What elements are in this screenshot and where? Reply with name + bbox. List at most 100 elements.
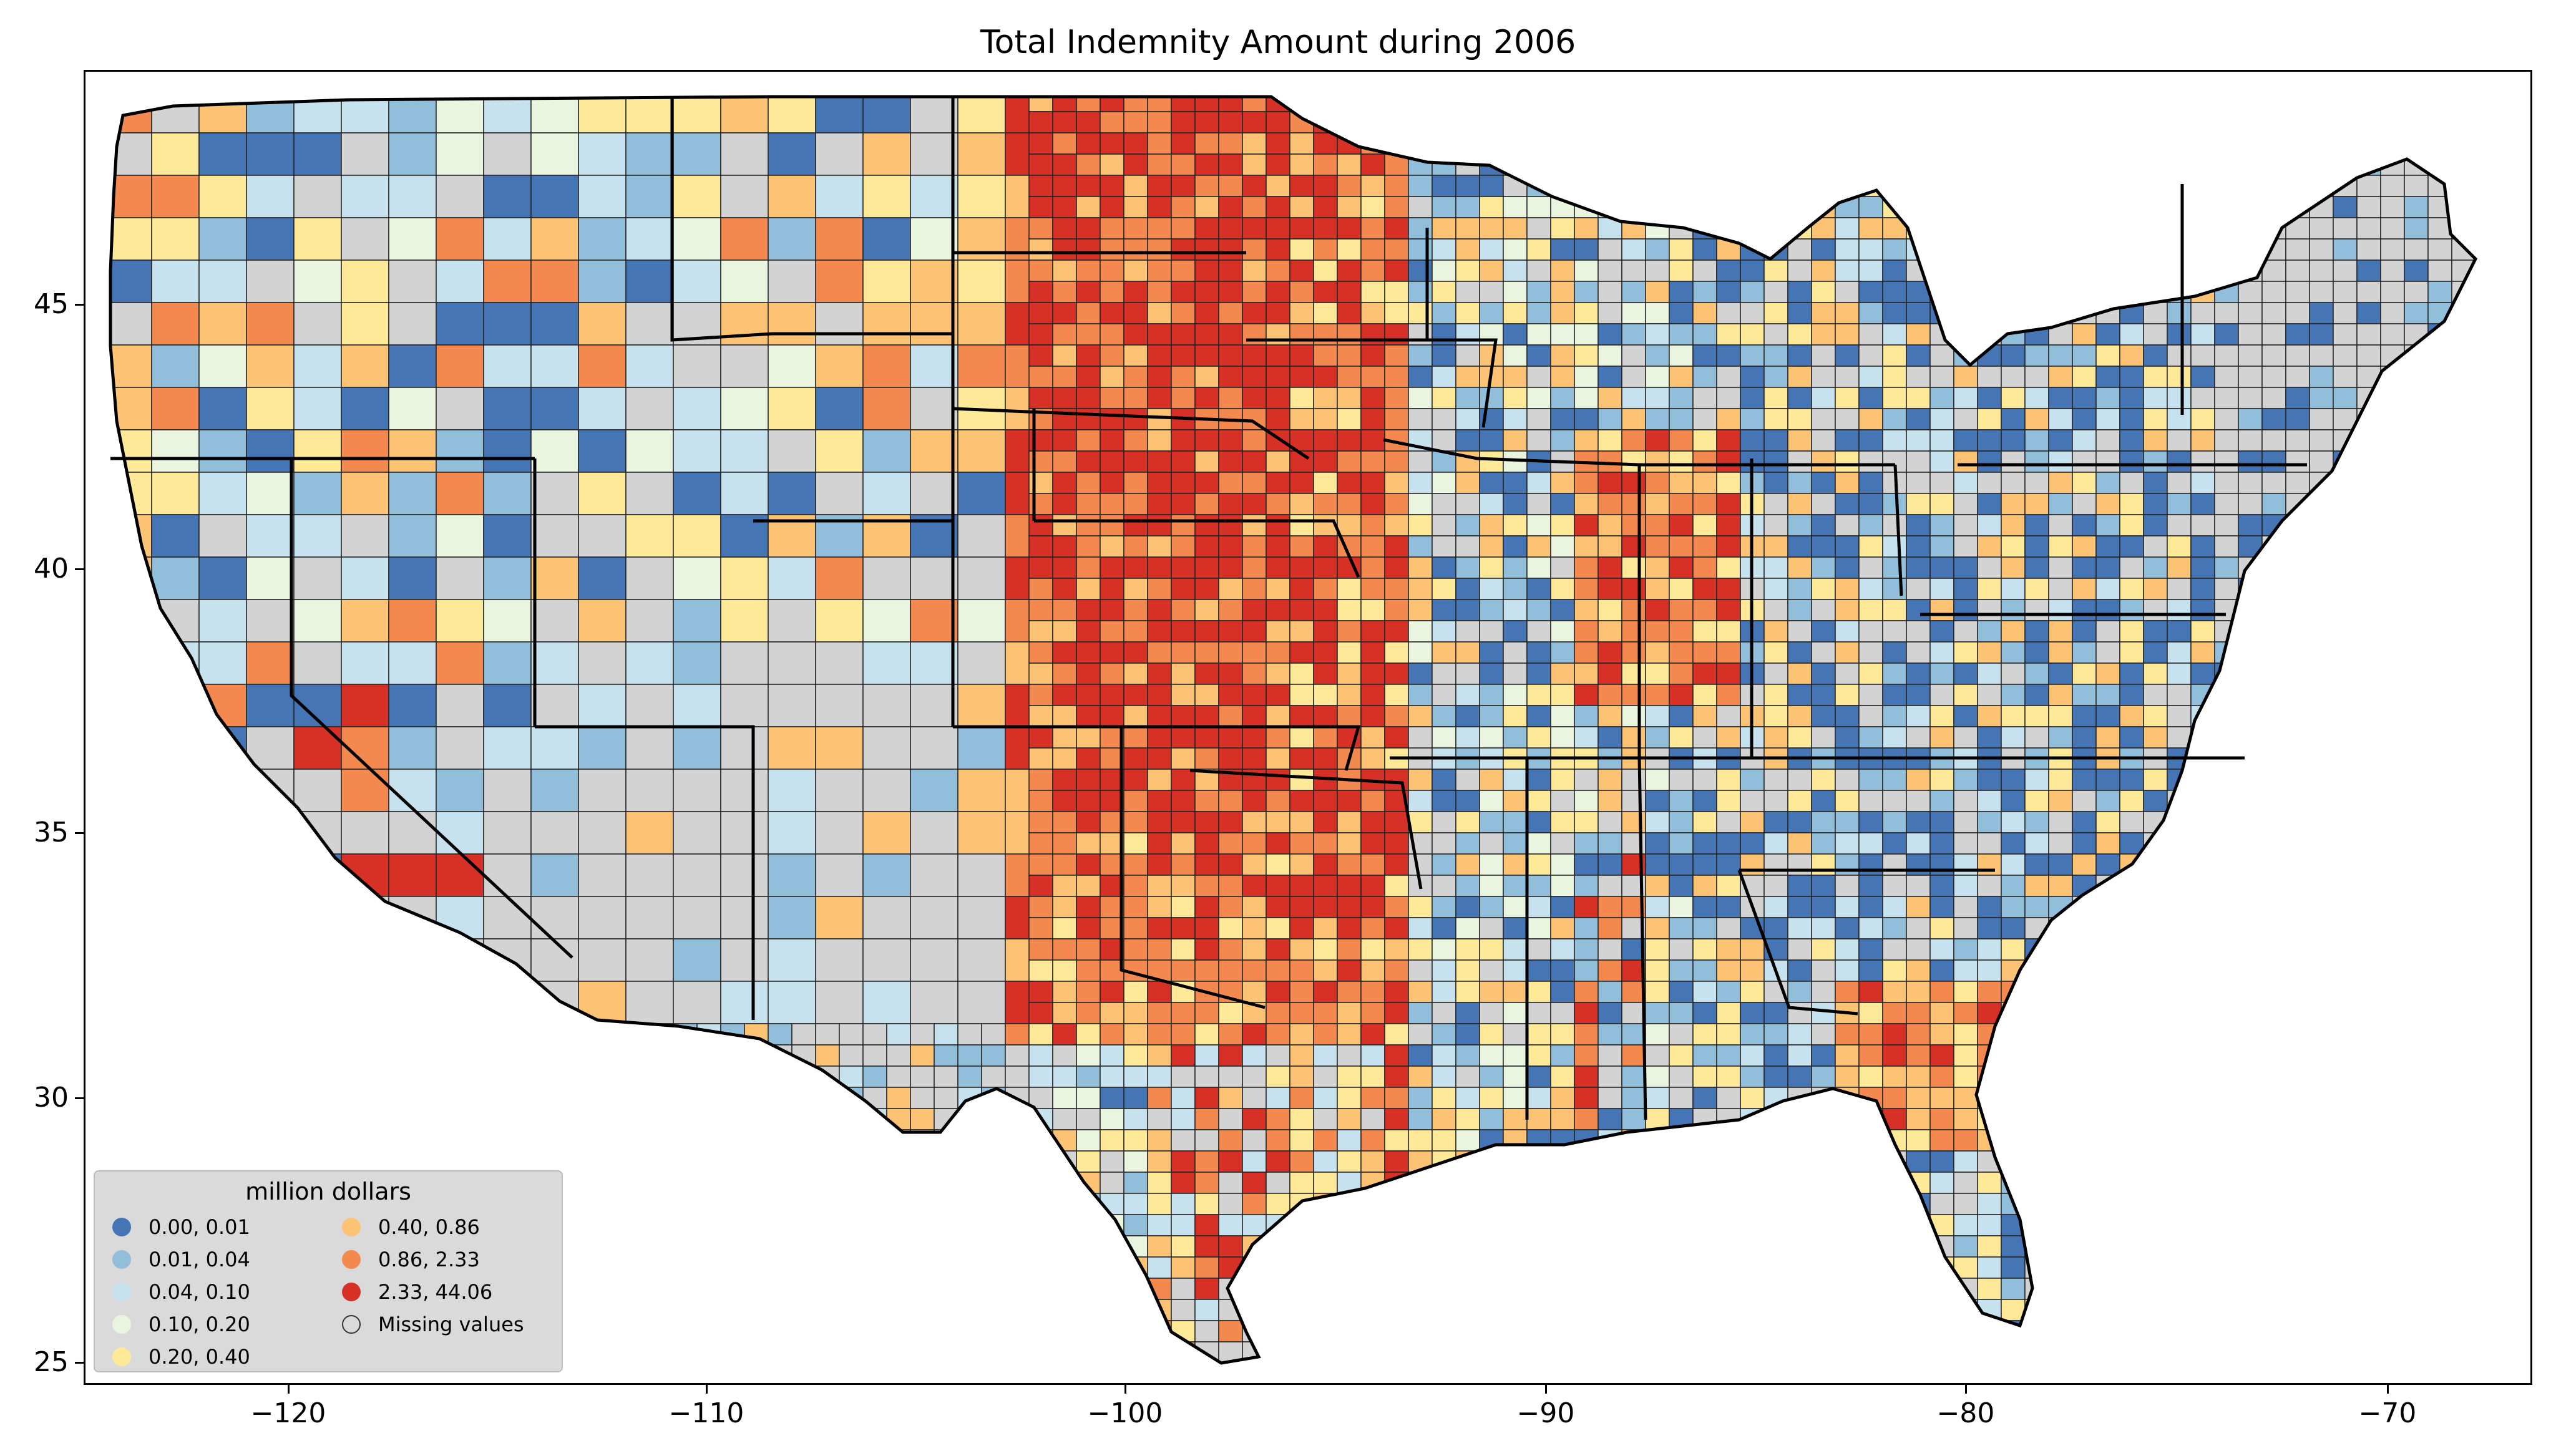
county-cell <box>2238 1320 2263 1342</box>
county-cell <box>625 1129 650 1152</box>
county-cell <box>1100 684 1124 706</box>
county-cell <box>1835 97 1860 112</box>
county-cell <box>1526 1002 1551 1024</box>
county-cell <box>2190 1044 2215 1067</box>
county-cell <box>2380 705 2405 727</box>
county-cell <box>1906 111 1931 133</box>
county-cell <box>2048 1002 2073 1024</box>
county-cell <box>1289 1087 1314 1109</box>
county-cell <box>483 260 532 303</box>
county-cell <box>1882 344 1907 367</box>
county-cell <box>815 1299 840 1321</box>
county-cell <box>1645 705 1670 727</box>
county-cell <box>1432 1087 1456 1109</box>
county-cell <box>2451 429 2476 452</box>
county-cell <box>459 1129 484 1152</box>
county-cell <box>1242 97 1267 112</box>
county-cell <box>957 981 1006 1024</box>
county-cell <box>1740 811 1765 833</box>
county-cell <box>1858 387 1883 409</box>
county-cell <box>1052 769 1077 791</box>
county-cell <box>934 1320 958 1342</box>
county-cell <box>1076 981 1101 1003</box>
county-cell <box>768 1023 793 1046</box>
county-cell <box>1266 1065 1290 1088</box>
county-cell <box>388 1065 413 1088</box>
county-cell <box>436 1065 461 1088</box>
county-cell <box>2499 642 2523 663</box>
county-cell <box>2309 1278 2334 1300</box>
county-cell <box>2190 196 2215 218</box>
county-cell <box>1123 853 1148 876</box>
county-cell <box>2261 1362 2286 1363</box>
county-cell <box>1266 875 1290 897</box>
county-cell <box>2427 260 2452 282</box>
county-cell <box>886 1341 911 1363</box>
county-cell <box>1360 408 1385 430</box>
county-cell <box>1408 1320 1433 1342</box>
county-cell <box>1811 387 1836 409</box>
county-cell <box>1266 684 1290 706</box>
county-cell <box>1882 1065 1907 1088</box>
county-cell <box>2072 111 2097 133</box>
county-cell <box>2119 1129 2144 1152</box>
county-cell <box>1313 153 1338 176</box>
county-cell <box>2261 1087 2286 1109</box>
county-cell <box>1953 1172 1978 1194</box>
county-cell <box>483 429 532 473</box>
county-cell <box>1645 620 1670 643</box>
county-cell <box>1100 1002 1124 1024</box>
county-cell <box>1858 1193 1883 1215</box>
state-border <box>1189 769 1423 890</box>
county-cell <box>2143 408 2168 430</box>
county-cell <box>1503 578 1528 600</box>
county-cell <box>2119 578 2144 600</box>
county-cell <box>1574 238 1599 261</box>
county-cell <box>246 514 295 558</box>
county-cell <box>341 302 389 346</box>
county-cell <box>2356 1023 2381 1046</box>
county-cell <box>293 556 342 600</box>
county-cell <box>1811 408 1836 430</box>
county-cell <box>2499 260 2523 281</box>
county-cell <box>2285 832 2310 855</box>
county-cell <box>625 1150 650 1173</box>
county-cell <box>1455 875 1480 897</box>
county-cell <box>1929 1108 1954 1130</box>
county-cell <box>1455 726 1480 749</box>
county-cell <box>2024 1362 2049 1363</box>
county-cell <box>2167 981 2192 1003</box>
county-cell <box>1337 1299 1362 1321</box>
us-county-choropleth <box>85 72 2532 1385</box>
x-tick-mark <box>288 1385 290 1394</box>
county-cell <box>2285 344 2310 367</box>
county-cell <box>530 260 579 303</box>
county-cell <box>1360 1108 1385 1130</box>
county-cell <box>2024 578 2049 600</box>
county-cell <box>2380 641 2405 664</box>
county-cell <box>1147 153 1172 176</box>
county-cell <box>1953 408 1978 430</box>
county-cell <box>2024 493 2049 515</box>
county-cell <box>1123 896 1148 918</box>
county-cell <box>1242 556 1267 579</box>
county-cell <box>2333 1193 2358 1215</box>
county-cell <box>2333 1150 2358 1173</box>
county-cell <box>1787 260 1812 282</box>
county-cell <box>1218 472 1243 494</box>
county-cell <box>2095 260 2120 282</box>
county-cell <box>696 1065 721 1088</box>
county-cell <box>1645 450 1670 473</box>
county-cell <box>1337 302 1362 324</box>
county-cell <box>1028 535 1053 558</box>
county-cell <box>1005 1065 1030 1088</box>
county-cell <box>602 1320 627 1342</box>
county-cell <box>1194 153 1219 176</box>
county-cell <box>1977 97 2002 112</box>
county-cell <box>2451 620 2476 643</box>
county-cell <box>2119 493 2144 515</box>
county-cell <box>1953 790 1978 812</box>
county-cell <box>1076 302 1101 324</box>
county-cell <box>1313 175 1338 197</box>
county-cell <box>910 1214 935 1236</box>
